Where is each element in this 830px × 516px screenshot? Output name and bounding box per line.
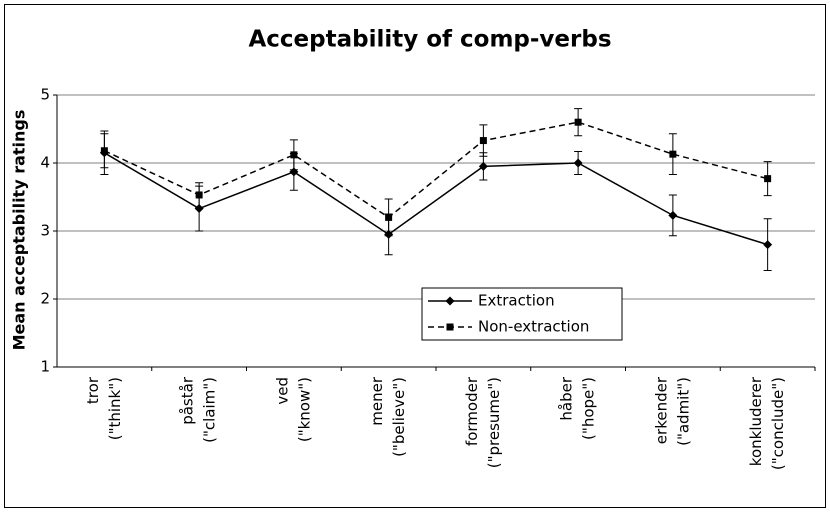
x-tick-label: ("presume") bbox=[485, 377, 503, 468]
marker bbox=[100, 147, 108, 155]
marker bbox=[290, 151, 298, 159]
marker bbox=[764, 175, 772, 183]
chart-title: Acceptability of comp-verbs bbox=[248, 27, 611, 53]
x-tick-label: ("think") bbox=[106, 377, 124, 440]
marker bbox=[763, 240, 773, 250]
x-tick-label: påstår bbox=[179, 376, 197, 425]
x-tick-label: håber bbox=[558, 376, 576, 420]
marker bbox=[573, 158, 583, 168]
x-tick-label: mener bbox=[368, 376, 386, 426]
x-tick-label: ("hope") bbox=[580, 377, 598, 440]
y-tick-label: 5 bbox=[40, 86, 50, 104]
marker bbox=[669, 150, 677, 158]
marker bbox=[668, 210, 678, 220]
y-tick-label: 3 bbox=[40, 222, 50, 240]
marker bbox=[194, 204, 204, 214]
marker bbox=[479, 137, 487, 145]
x-tick-label: ("conclude") bbox=[769, 377, 787, 470]
marker bbox=[574, 118, 582, 126]
marker bbox=[385, 213, 393, 221]
legend-box bbox=[421, 287, 623, 341]
x-tick-label: tror bbox=[84, 376, 102, 404]
x-tick-label: ("claim") bbox=[201, 377, 219, 443]
x-tick-label: formoder bbox=[463, 376, 481, 446]
x-tick-label: konkluderer bbox=[747, 376, 765, 466]
x-tick-label: ("believe") bbox=[390, 377, 408, 457]
marker bbox=[195, 191, 203, 199]
y-tick-label: 4 bbox=[40, 154, 50, 172]
chart-frame bbox=[4, 4, 826, 508]
legend-marker bbox=[446, 323, 454, 331]
series-line bbox=[103, 152, 768, 246]
x-tick-label: ("know") bbox=[295, 377, 313, 442]
y-axis-label: Mean acceptability ratings bbox=[10, 110, 29, 351]
marker bbox=[478, 161, 488, 171]
series-line bbox=[104, 121, 768, 219]
x-tick-label: ved bbox=[273, 377, 291, 405]
y-tick-label: 2 bbox=[40, 290, 50, 308]
x-tick-label: ("admit") bbox=[674, 377, 692, 446]
legend-marker bbox=[445, 296, 455, 306]
legend-label: Extraction bbox=[478, 292, 555, 310]
legend-label: Non-extraction bbox=[478, 318, 589, 336]
y-tick-label: 1 bbox=[40, 358, 50, 376]
x-tick-label: erkender bbox=[652, 376, 670, 444]
